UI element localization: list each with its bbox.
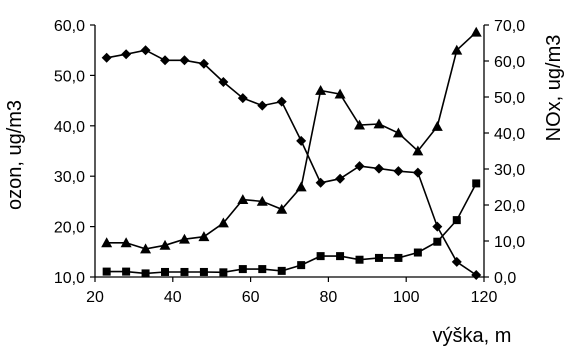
x-tick-label: 20 (86, 289, 104, 306)
data-point-square (199, 267, 208, 276)
y-right-tick-label: 20,0 (494, 198, 525, 215)
data-point-triangle (392, 127, 404, 138)
data-point-diamond (315, 177, 326, 188)
series-layer (101, 26, 482, 280)
data-point-diamond (179, 55, 190, 66)
data-point-diamond (218, 76, 229, 87)
data-point-diamond (237, 93, 248, 104)
axes: 20 40 60 80 100 120 10,0 20,0 30,0 40,0 50,0 60,0 0,… (54, 18, 525, 306)
data-point-square (433, 237, 442, 246)
data-point-square (413, 248, 422, 257)
data-point-diamond (140, 45, 151, 56)
data-point-diamond (121, 49, 132, 60)
y-right-tick-label: 0,0 (494, 270, 516, 287)
data-point-diamond (198, 58, 209, 69)
data-point-square (374, 253, 383, 262)
data-point-diamond (257, 100, 268, 111)
data-point-triangle (101, 237, 113, 248)
data-point-triangle (276, 203, 288, 214)
data-point-square (394, 253, 403, 262)
x-tick-label: 80 (320, 289, 338, 306)
data-point-triangle (120, 237, 132, 248)
data-point-triangle (256, 195, 268, 206)
data-point-triangle (470, 26, 482, 37)
data-point-diamond (451, 256, 462, 267)
data-point-square (180, 267, 189, 276)
data-point-diamond (160, 55, 171, 66)
x-tick-label: 100 (393, 289, 420, 306)
y-right-tick-label: 10,0 (494, 234, 525, 251)
data-point-diamond (276, 96, 287, 107)
data-point-square (297, 261, 306, 270)
y-axis-label-right: NOx, ug/m3 (543, 35, 565, 142)
data-point-triangle (431, 121, 443, 131)
y-left-tick-label: 50,0 (54, 68, 85, 85)
data-point-diamond (373, 163, 384, 174)
y-left-tick-label: 40,0 (54, 119, 85, 136)
y-right-tick-label: 60,0 (494, 54, 525, 71)
data-point-triangle (315, 85, 327, 95)
data-point-triangle (140, 243, 152, 254)
data-point-square (122, 267, 131, 276)
data-point-diamond (432, 221, 443, 232)
data-point-triangle (178, 233, 190, 244)
data-point-square (316, 252, 325, 261)
x-tick-label: 60 (242, 289, 260, 306)
data-point-square (161, 267, 170, 276)
data-point-triangle (412, 145, 424, 156)
data-point-square (355, 255, 364, 264)
series-triangle (101, 26, 482, 254)
data-point-diamond (471, 269, 482, 280)
data-point-diamond (101, 52, 112, 63)
data-point-square (277, 266, 286, 275)
data-point-square (219, 268, 228, 277)
data-point-triangle (451, 44, 463, 55)
y-axis-label-left: ozon, ug/m3 (4, 100, 26, 210)
data-point-diamond (335, 173, 346, 184)
data-point-triangle (295, 181, 307, 192)
data-point-square (141, 269, 150, 278)
series-line-diamond (106, 49, 477, 276)
data-point-diamond (354, 161, 365, 172)
series-line-square (106, 183, 477, 275)
data-point-triangle (198, 231, 210, 242)
data-point-triangle (373, 118, 385, 129)
data-point-square (102, 267, 111, 276)
data-point-triangle (334, 88, 346, 99)
x-tick-label: 40 (164, 289, 182, 306)
labels: výška, m ozon, ug/m3 NOx, ug/m3 (4, 35, 565, 347)
data-point-triangle (217, 217, 229, 228)
data-point-square (238, 265, 247, 274)
data-point-triangle (354, 119, 366, 130)
data-point-triangle (237, 194, 249, 204)
y-right-tick-label: 50,0 (494, 90, 525, 107)
y-right-tick-label: 70,0 (494, 18, 525, 35)
y-right-tick-label: 40,0 (494, 126, 525, 143)
x-axis-label: výška, m (433, 325, 512, 347)
y-left-tick-label: 60,0 (54, 18, 85, 35)
data-point-diamond (412, 167, 423, 178)
series-diamond (101, 45, 482, 280)
data-point-diamond (296, 135, 307, 146)
y-left-tick-label: 20,0 (54, 220, 85, 237)
series-line-triangle (106, 31, 477, 250)
data-point-square (336, 252, 345, 261)
y-left-tick-label: 30,0 (54, 169, 85, 186)
series-square (102, 179, 481, 278)
x-tick-label: 120 (471, 289, 498, 306)
data-point-square (452, 216, 461, 225)
data-point-square (472, 179, 481, 188)
y-right-tick-label: 30,0 (494, 162, 525, 179)
data-point-diamond (393, 166, 404, 177)
data-point-square (258, 265, 267, 274)
y-left-tick-label: 10,0 (54, 270, 85, 287)
data-point-triangle (159, 239, 171, 250)
